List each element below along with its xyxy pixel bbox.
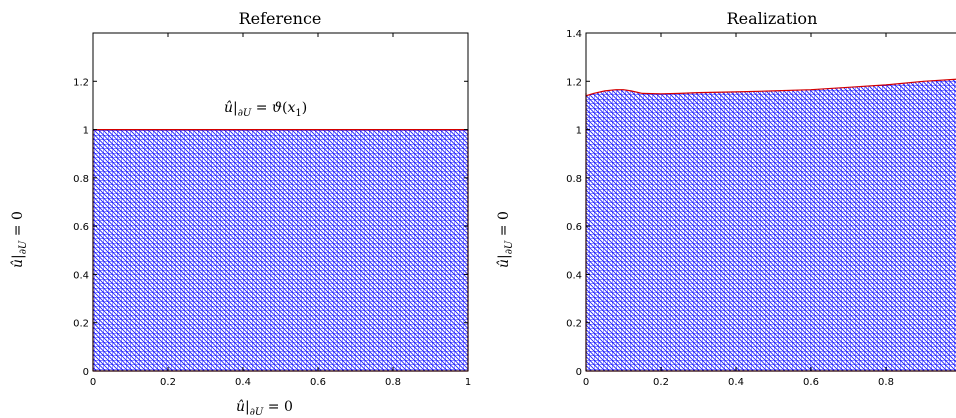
realization-x-tick-label: 0.8	[878, 377, 894, 388]
reference-y-tick-label: 0.8	[73, 174, 89, 185]
reference-x-tick-label: 0	[90, 377, 96, 388]
panel-realization: Realization 0 0.2 0.4 0.6 0.8 0 0.2 0.4 0.6 0.8 1…	[496, 9, 956, 388]
reference-y-tick-label: 0.4	[73, 270, 89, 281]
realization-mesh-area	[586, 79, 956, 371]
realization-y-tick-label: 0	[576, 367, 582, 378]
reference-x-tick-label: 0.6	[310, 377, 326, 388]
realization-y-tick-label: 0.8	[566, 174, 582, 185]
reference-mesh-area	[93, 129, 468, 371]
reference-left-label: û|∂U = 0	[10, 211, 29, 268]
reference-y-tick-label: 0	[83, 367, 89, 378]
reference-x-tick-label: 0.2	[160, 377, 176, 388]
reference-x-tick-label: 0.8	[385, 377, 401, 388]
realization-y-tick-label: 0.2	[566, 319, 582, 330]
reference-x-ticks: 0 0.2 0.4 0.6 0.8 1	[90, 33, 471, 388]
reference-y-ticks: 0 0.2 0.4 0.6 0.8 1 1.2	[73, 77, 468, 378]
realization-top-boundary	[586, 78, 956, 97]
realization-y-ticks: 0 0.2 0.4 0.6 0.8 1 1.2 1.4	[566, 29, 590, 378]
reference-axes-frame	[92, 32, 469, 372]
reference-y-tick-label: 1.2	[73, 77, 89, 88]
reference-top-annotation: û|∂U = ϑ(x1)	[224, 100, 307, 119]
panel-reference: Reference 0 0.2 0.4 0.6 0.8 1 0 0.2 0.4 0.6 0.8 1 1…	[10, 9, 471, 418]
realization-y-tick-label: 1	[576, 126, 582, 137]
reference-y-tick-label: 0.2	[73, 319, 89, 330]
realization-x-tick-label: 0.2	[653, 377, 669, 388]
realization-left-label: û|∂U = 0	[496, 211, 515, 268]
realization-x-tick-label: 0.4	[728, 377, 744, 388]
realization-x-tick-label: 0.6	[803, 377, 819, 388]
reference-x-tick-label: 1	[465, 377, 471, 388]
reference-y-tick-label: 0.6	[73, 222, 89, 233]
realization-title: Realization	[727, 9, 818, 28]
realization-axes-frame	[585, 32, 956, 372]
realization-x-tick-label: 0	[583, 377, 589, 388]
realization-y-tick-label: 1.2	[566, 77, 582, 88]
realization-y-tick-label: 1.4	[566, 29, 582, 40]
realization-y-tick-label: 0.6	[566, 222, 582, 233]
reference-bottom-label: û|∂U = 0	[236, 399, 293, 418]
realization-y-tick-label: 0.4	[566, 270, 582, 281]
reference-y-tick-label: 1	[83, 126, 89, 137]
reference-x-tick-label: 0.4	[235, 377, 251, 388]
realization-x-ticks: 0 0.2 0.4 0.6 0.8	[583, 33, 894, 388]
reference-title: Reference	[239, 9, 322, 28]
